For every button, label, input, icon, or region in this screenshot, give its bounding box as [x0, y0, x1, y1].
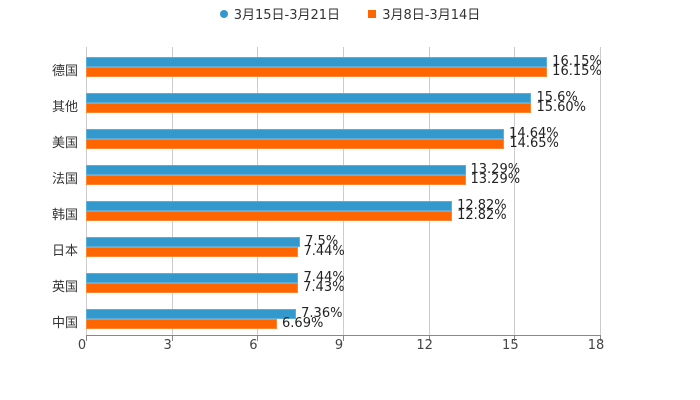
data-label: 12.82%	[457, 208, 507, 223]
gridline	[171, 47, 173, 335]
data-label: 14.65%	[509, 136, 559, 151]
bar-series-2[interactable]	[86, 175, 466, 185]
bar-series-1[interactable]	[86, 93, 532, 103]
data-label: 6.69%	[282, 316, 324, 331]
y-axis-category-label: 法国	[51, 172, 78, 187]
y-axis-category-label: 韩国	[51, 208, 78, 223]
y-axis-category-label: 日本	[51, 244, 78, 259]
square-marker-icon	[368, 10, 377, 18]
bar-series-2[interactable]	[86, 283, 299, 293]
data-label: 13.29%	[470, 172, 521, 187]
bar-series-1[interactable]	[86, 273, 299, 283]
data-label: 15.6%	[536, 90, 578, 105]
data-label: 16.15%	[552, 54, 602, 69]
bar-series-2[interactable]	[86, 319, 278, 329]
bar-series-1[interactable]	[86, 165, 466, 175]
bar-series-2[interactable]	[86, 103, 532, 113]
y-axis-category-label: 其他	[51, 100, 78, 115]
gridline	[428, 47, 430, 335]
x-axis-tick-label: 3	[163, 338, 172, 353]
bar-series-1[interactable]	[86, 309, 297, 319]
y-axis-category-label: 德国	[51, 64, 78, 79]
bar-series-2[interactable]	[86, 247, 299, 257]
gridline	[343, 47, 344, 335]
bar-series-2[interactable]	[86, 67, 548, 77]
data-label: 15.60%	[536, 100, 587, 115]
chart-legend: 3月15日-3月21日 3月8日-3月14日	[0, 4, 700, 23]
gridline	[514, 47, 516, 335]
x-axis-tick	[171, 335, 173, 341]
data-label: 13.29%	[470, 162, 521, 177]
x-axis-tick-label: 6	[249, 338, 258, 353]
bar-series-1[interactable]	[86, 201, 453, 211]
data-label: 7.5%	[305, 234, 339, 249]
legend-label: 3月15日-3月21日	[233, 8, 341, 23]
bar-series-2[interactable]	[86, 211, 453, 221]
legend-label: 3月8日-3月14日	[382, 8, 481, 23]
data-label: 7.44%	[303, 244, 345, 259]
x-axis-tick-label: 15	[502, 338, 519, 353]
gridline	[600, 47, 601, 335]
y-axis-category-label: 美国	[51, 136, 78, 151]
x-axis-tick-label: 9	[334, 338, 344, 353]
x-axis-tick-label: 0	[77, 338, 87, 353]
x-axis-tick	[600, 335, 601, 341]
data-label: 7.36%	[301, 306, 343, 321]
gridline	[257, 47, 259, 335]
x-axis-tick	[514, 335, 516, 341]
x-axis-tick-label: 12	[416, 338, 433, 353]
gridline	[86, 47, 87, 335]
bar-series-1[interactable]	[86, 237, 301, 247]
data-label: 14.64%	[509, 126, 559, 141]
circle-marker-icon	[219, 10, 228, 18]
data-label: 16.15%	[552, 64, 602, 79]
x-axis-tick	[343, 335, 344, 341]
legend-item-series-1[interactable]: 3月15日-3月21日	[219, 4, 341, 23]
y-axis-category-label: 中国	[51, 316, 78, 331]
x-axis-tick-label: 18	[587, 338, 605, 353]
x-axis-tick	[86, 335, 87, 341]
data-label: 7.44%	[303, 270, 345, 285]
data-label: 12.82%	[457, 198, 507, 213]
bar-series-1[interactable]	[86, 129, 505, 139]
y-axis-category-label: 英国	[51, 280, 78, 295]
x-axis	[86, 335, 600, 336]
data-label: 7.43%	[303, 280, 345, 295]
legend-item-series-2[interactable]: 3月8日-3月14日	[368, 4, 480, 23]
bar-series-1[interactable]	[86, 57, 548, 67]
x-axis-tick	[428, 335, 430, 341]
x-axis-tick	[257, 335, 259, 341]
bar-series-2[interactable]	[86, 139, 505, 149]
